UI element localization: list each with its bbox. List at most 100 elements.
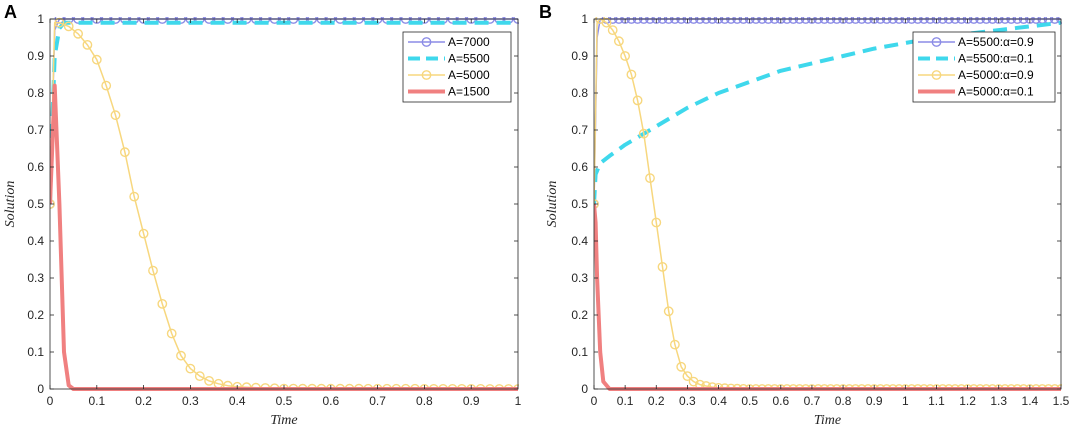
- series-line: [594, 20, 1062, 205]
- x-axis-label: Time: [814, 413, 841, 428]
- x-tick-label: 0.7: [804, 394, 821, 408]
- legend-label: A=5000:α=0.9: [958, 68, 1034, 82]
- y-tick-label: 0.5: [27, 197, 44, 211]
- x-tick-label: 0.2: [648, 394, 665, 408]
- x-tick-label: 0.7: [369, 394, 386, 408]
- x-tick-label: 1.2: [959, 394, 976, 408]
- y-tick-label: 1: [581, 12, 588, 26]
- y-tick-label: 0: [581, 382, 588, 396]
- series-marker: [638, 128, 649, 139]
- y-axis-label: Solution: [545, 181, 560, 228]
- legend-label: A=5500:α=0.9: [958, 35, 1034, 49]
- panel-b: B 0 0.1 0.2 0.3 0.4 0.5 0.6 0.7 0.8 0.9 1 1.1 1.2 1.3 1…: [539, 2, 1070, 428]
- series-marker: [91, 54, 102, 65]
- y-tick-label: 1: [37, 12, 44, 26]
- legend-label: A=5000: [448, 68, 490, 82]
- x-tick-label: 0.4: [710, 394, 727, 408]
- series-marker: [129, 191, 140, 202]
- series-marker: [626, 69, 637, 80]
- x-tick-label: 1: [902, 394, 909, 408]
- y-tick-label: 0.4: [27, 234, 44, 248]
- x-tick-label: 0.6: [322, 394, 339, 408]
- x-tick-label: 0: [591, 394, 598, 408]
- y-tick-label: 0.3: [571, 271, 588, 285]
- series-marker: [110, 110, 121, 121]
- series-marker: [101, 80, 112, 91]
- series-marker: [120, 147, 130, 158]
- series-marker: [166, 328, 177, 339]
- y-tick-label: 0.8: [571, 86, 588, 100]
- x-tick-label: 0.1: [617, 394, 634, 408]
- series-marker: [670, 339, 680, 350]
- legend-marker: [931, 70, 942, 80]
- series-marker: [50, 199, 55, 209]
- panel-letter: B: [539, 2, 552, 22]
- x-tick-label: 0.6: [772, 394, 789, 408]
- y-tick-label: 0.7: [27, 123, 44, 137]
- legend-marker: [931, 37, 942, 47]
- series-marker: [682, 371, 693, 381]
- y-tick-label: 0.1: [571, 345, 588, 359]
- legend-marker: [421, 37, 432, 47]
- series-marker: [138, 228, 149, 239]
- y-tick-label: 0.1: [27, 345, 44, 359]
- y-tick-label: 0.9: [27, 49, 44, 63]
- y-axis-label: Solution: [3, 181, 18, 228]
- y-tick-label: 0.2: [27, 308, 44, 322]
- series-marker: [54, 17, 65, 28]
- x-tick-label: 0.4: [229, 394, 246, 408]
- x-tick-label: 1: [515, 394, 522, 408]
- series-marker: [185, 363, 196, 374]
- series-marker: [594, 199, 599, 209]
- series-marker: [651, 217, 662, 228]
- y-tick-label: 0.2: [571, 308, 588, 322]
- x-tick-label: 0.8: [835, 394, 852, 408]
- x-tick-label: 0.9: [463, 394, 480, 408]
- series-marker: [194, 371, 205, 381]
- y-tick-label: 0.8: [27, 86, 44, 100]
- series-marker: [620, 51, 630, 61]
- series-line: [50, 21, 519, 390]
- series-marker: [176, 350, 186, 361]
- series-marker: [148, 265, 158, 276]
- y-tick-label: 0.9: [571, 49, 588, 63]
- x-tick-label: 0.5: [276, 394, 293, 408]
- series-marker: [614, 36, 624, 47]
- y-tick-label: 0.3: [27, 271, 44, 285]
- y-tick-label: 0.5: [571, 197, 588, 211]
- x-tick-label: 1.4: [1022, 394, 1039, 408]
- y-tick-label: 0.7: [571, 123, 588, 137]
- legend-label: A=5500: [448, 52, 490, 66]
- series-A=5500:α=0.1: [594, 20, 1062, 205]
- legend-label: A=7000: [448, 35, 490, 49]
- y-tick-label: 0.4: [571, 234, 588, 248]
- x-tick-label: 0.9: [866, 394, 883, 408]
- x-tick-label: 1.3: [990, 394, 1007, 408]
- series-marker: [73, 28, 84, 39]
- x-tick-label: 0.3: [679, 394, 696, 408]
- series-marker: [657, 261, 668, 272]
- series-marker: [607, 25, 618, 36]
- x-tick-label: 0.1: [88, 394, 105, 408]
- series-marker: [676, 361, 687, 372]
- legend: A=5500:α=0.9 A=5500:α=0.1 A=5000:α=0.9 A=50…: [912, 31, 1056, 103]
- series-marker: [63, 21, 74, 32]
- legend-marker: [421, 70, 432, 80]
- y-tick-label: 0.6: [27, 160, 44, 174]
- x-tick-label: 0.5: [741, 394, 758, 408]
- panel-letter: A: [4, 2, 17, 22]
- legend-label: A=1500: [448, 85, 490, 99]
- legend: A=7000 A=5500 A=5000 A=1500: [402, 31, 512, 103]
- series-marker: [632, 95, 643, 106]
- series-marker: [601, 17, 612, 28]
- y-tick-label: 0: [37, 382, 44, 396]
- series-A=5000:α=0.1: [594, 203, 1061, 391]
- series-marker: [645, 173, 655, 184]
- series-marker: [204, 375, 215, 386]
- legend-label: A=5500:α=0.1: [958, 52, 1034, 66]
- x-tick-label: 0.3: [182, 394, 199, 408]
- x-tick-label: 1.5: [1053, 394, 1070, 408]
- legend-label: A=5000:α=0.1: [958, 85, 1034, 99]
- series-marker: [663, 306, 674, 317]
